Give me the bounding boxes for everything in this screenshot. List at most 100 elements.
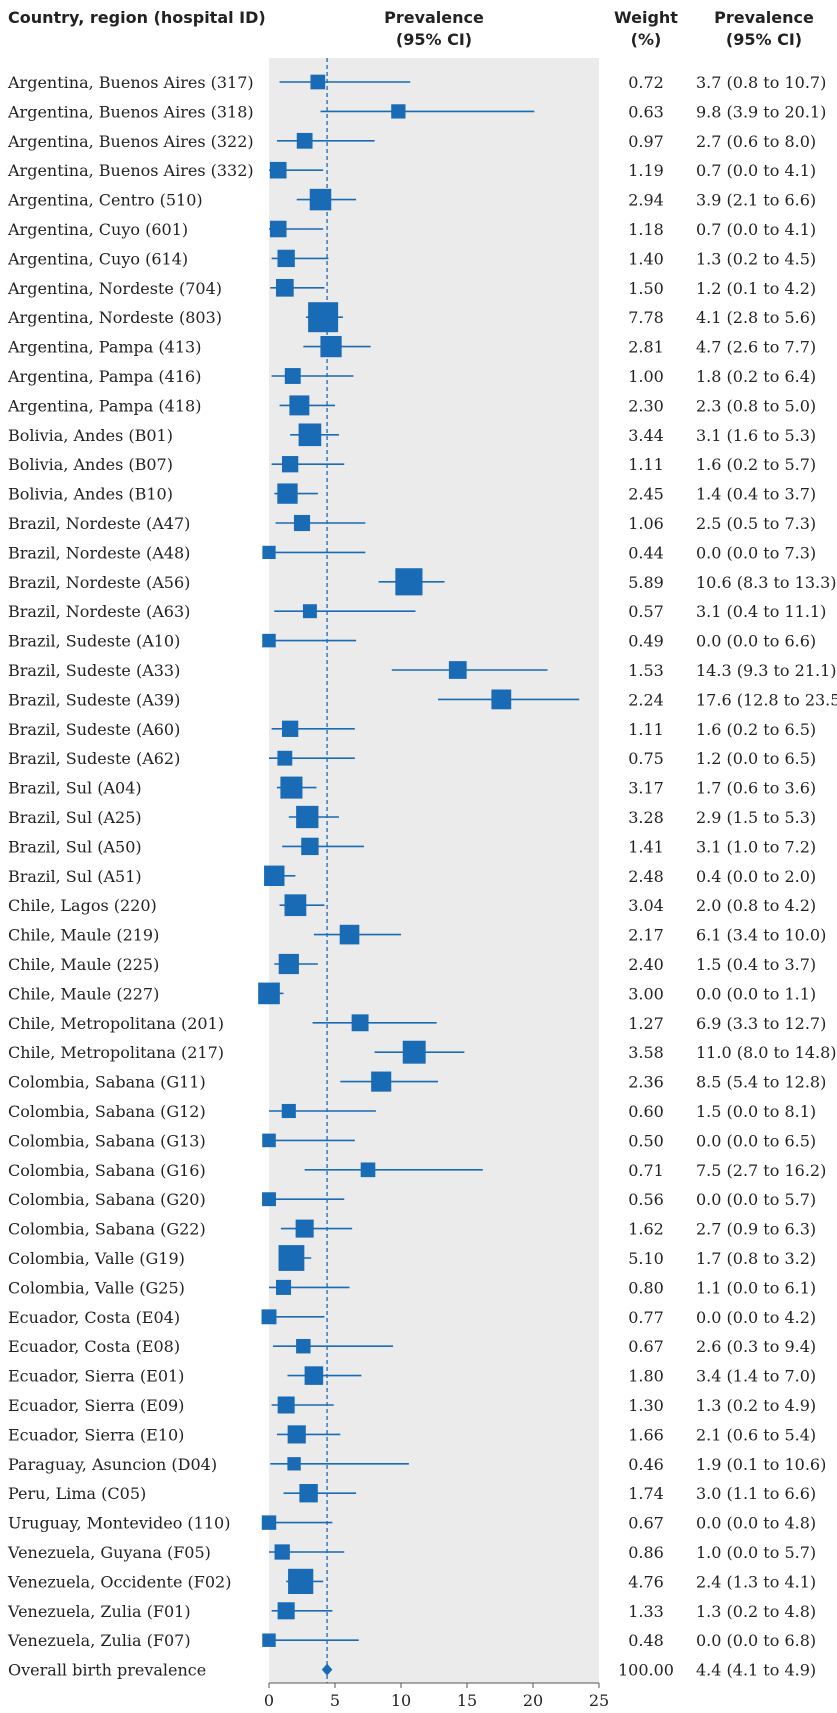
study-row: Chile, Metropolitana (217) 3.58 11.0 (8.0 … (8, 1040, 837, 1064)
study-label: Argentina, Cuyo (614) (7, 249, 188, 268)
weight-value: 3.04 (628, 896, 664, 915)
study-label: Argentina, Buenos Aires (318) (7, 102, 254, 121)
study-row: Brazil, Sul (A25) 3.28 2.9 (1.5 to 5.3) (8, 805, 816, 829)
weight-value: 1.74 (628, 1484, 664, 1503)
estimate-marker (261, 1515, 277, 1530)
study-row: Venezuela, Zulia (F07) 0.48 0.0 (0.0 to 6.… (7, 1631, 816, 1650)
study-row: Brazil, Sudeste (A62) 0.75 1.2 (0.0 to 6.5… (8, 749, 816, 768)
prevalence-ci-value: 0.0 (0.0 to 6.5) (696, 1131, 816, 1150)
study-label: Brazil, Sudeste (A33) (8, 661, 180, 680)
study-label: Brazil, Sudeste (A62) (8, 749, 180, 768)
study-row: Uruguay, Montevideo (110) 0.67 0.0 (0.0 to… (8, 1514, 816, 1533)
weight-value: 0.67 (628, 1337, 664, 1356)
study-row: Ecuador, Costa (E04) 0.77 0.0 (0.0 to 4.2) (8, 1308, 816, 1327)
study-row: Brazil, Nordeste (A56) 5.89 10.6 (8.3 to 1… (8, 568, 837, 596)
study-row: Bolivia, Andes (B10) 2.45 1.4 (0.4 to 3.7) (8, 483, 816, 504)
prevalence-ci-value: 8.5 (5.4 to 12.8) (696, 1073, 826, 1092)
estimate-marker (277, 1396, 295, 1414)
weight-value: 1.41 (628, 837, 664, 856)
estimate-marker (287, 1425, 306, 1444)
study-row: Argentina, Nordeste (803) 7.78 4.1 (2.8 to… (7, 302, 816, 333)
prevalence-ci-value: 0.0 (0.0 to 6.6) (696, 632, 816, 651)
prevalence-ci-value: 1.7 (0.8 to 3.2) (696, 1249, 816, 1268)
prevalence-ci-value: 11.0 (8.0 to 14.8) (696, 1043, 837, 1062)
prevalence-ci-value: 2.5 (0.5 to 7.3) (696, 514, 816, 533)
weight-value: 2.94 (628, 191, 664, 210)
estimate-marker (298, 423, 322, 447)
weight-value: 1.62 (628, 1220, 664, 1239)
study-row: Argentina, Buenos Aires (332) 1.19 0.7 (0.… (7, 161, 816, 180)
prevalence-ci-value: 1.2 (0.0 to 6.5) (696, 749, 816, 768)
weight-value: 5.89 (628, 573, 664, 592)
weight-value: 3.44 (628, 426, 664, 445)
estimate-marker (391, 104, 406, 119)
estimate-marker (277, 483, 298, 504)
overall-ci: 4.4 (4.1 to 4.9) (696, 1661, 816, 1680)
estimate-marker (395, 568, 423, 596)
study-label: Brazil, Sul (A50) (8, 837, 142, 856)
prevalence-ci-value: 2.0 (0.8 to 4.2) (696, 896, 816, 915)
weight-value: 2.81 (628, 338, 664, 357)
study-label: Colombia, Valle (G19) (8, 1249, 185, 1268)
study-label: Bolivia, Andes (B10) (8, 485, 173, 504)
prevalence-ci-value: 1.1 (0.0 to 6.1) (696, 1278, 816, 1297)
prevalence-ci-value: 1.5 (0.0 to 8.1) (696, 1102, 816, 1121)
study-label: Argentina, Pampa (413) (7, 338, 201, 357)
prevalence-ci-value: 2.7 (0.6 to 8.0) (696, 132, 816, 151)
estimate-marker (278, 953, 299, 975)
study-row: Brazil, Sudeste (A10) 0.49 0.0 (0.0 to 6.6… (8, 632, 816, 651)
study-label: Argentina, Pampa (418) (7, 396, 201, 415)
study-row: Venezuela, Occidente (F02) 4.76 2.4 (1.3 t… (7, 1568, 816, 1595)
study-row: Brazil, Nordeste (A48) 0.44 0.0 (0.0 to 7.… (8, 543, 816, 562)
study-label: Ecuador, Sierra (E09) (8, 1396, 184, 1415)
prevalence-ci-value: 1.8 (0.2 to 6.4) (696, 367, 816, 386)
study-label: Argentina, Nordeste (704) (7, 279, 222, 298)
header-prevalence-col-ci: (95% CI) (726, 30, 802, 49)
prevalence-ci-value: 1.2 (0.1 to 4.2) (696, 279, 816, 298)
estimate-marker (293, 514, 311, 532)
prevalence-ci-value: 0.0 (0.0 to 4.2) (696, 1308, 816, 1327)
estimate-marker (269, 220, 287, 238)
study-row: Ecuador, Sierra (E01) 1.80 3.4 (1.4 to 7.0… (8, 1366, 816, 1386)
prevalence-ci-value: 7.5 (2.7 to 16.2) (696, 1161, 826, 1180)
estimate-marker (281, 720, 299, 737)
study-row: Ecuador, Costa (E08) 0.67 2.6 (0.3 to 9.4) (8, 1337, 816, 1356)
weight-value: 0.97 (628, 132, 664, 151)
study-label: Venezuela, Guyana (F05) (7, 1543, 211, 1562)
study-row: Chile, Maule (219) 2.17 6.1 (3.4 to 10.0) (8, 924, 826, 945)
estimate-marker (274, 1544, 290, 1560)
study-label: Brazil, Sul (A51) (8, 867, 142, 886)
estimate-marker (284, 368, 301, 384)
weight-value: 1.50 (628, 279, 664, 298)
weight-value: 0.60 (628, 1102, 664, 1121)
estimate-marker (264, 865, 285, 887)
study-label: Argentina, Nordeste (803) (7, 308, 222, 327)
estimate-marker (287, 1457, 301, 1471)
estimate-marker (299, 1483, 318, 1503)
study-row: Ecuador, Sierra (E10) 1.66 2.1 (0.6 to 5.4… (8, 1425, 816, 1444)
study-row: Colombia, Sabana (G16) 0.71 7.5 (2.7 to 16… (8, 1161, 826, 1180)
study-row: Colombia, Sabana (G11) 2.36 8.5 (5.4 to 12… (8, 1071, 826, 1092)
study-label: Colombia, Sabana (G12) (8, 1102, 206, 1121)
study-label: Ecuador, Sierra (E01) (8, 1367, 184, 1386)
study-label: Peru, Lima (C05) (8, 1484, 146, 1503)
estimate-marker (262, 1133, 276, 1148)
prevalence-ci-value: 2.3 (0.8 to 5.0) (696, 396, 816, 415)
prevalence-ci-value: 3.7 (0.8 to 10.7) (696, 73, 826, 92)
prevalence-ci-value: 1.7 (0.6 to 3.6) (696, 779, 816, 798)
study-row: Paraguay, Asuncion (D04) 0.46 1.9 (0.1 to … (8, 1455, 826, 1474)
study-row: Brazil, Nordeste (A63) 0.57 3.1 (0.4 to 11… (8, 602, 826, 621)
weight-value: 2.24 (628, 690, 664, 709)
study-label: Chile, Metropolitana (217) (8, 1043, 224, 1062)
study-label: Chile, Maule (225) (8, 955, 159, 974)
study-label: Argentina, Buenos Aires (317) (7, 73, 254, 92)
prevalence-ci-value: 4.7 (2.6 to 7.7) (696, 338, 816, 357)
estimate-marker (301, 837, 319, 856)
study-label: Brazil, Sudeste (A39) (8, 690, 180, 709)
prevalence-ci-value: 2.7 (0.9 to 6.3) (696, 1220, 816, 1239)
study-label: Argentina, Centro (510) (7, 191, 203, 210)
estimate-marker (281, 456, 299, 473)
weight-value: 3.58 (628, 1043, 664, 1062)
study-row: Colombia, Sabana (G20) 0.56 0.0 (0.0 to 5.… (8, 1190, 816, 1209)
study-row: Brazil, Nordeste (A47) 1.06 2.5 (0.5 to 7.… (8, 514, 816, 533)
